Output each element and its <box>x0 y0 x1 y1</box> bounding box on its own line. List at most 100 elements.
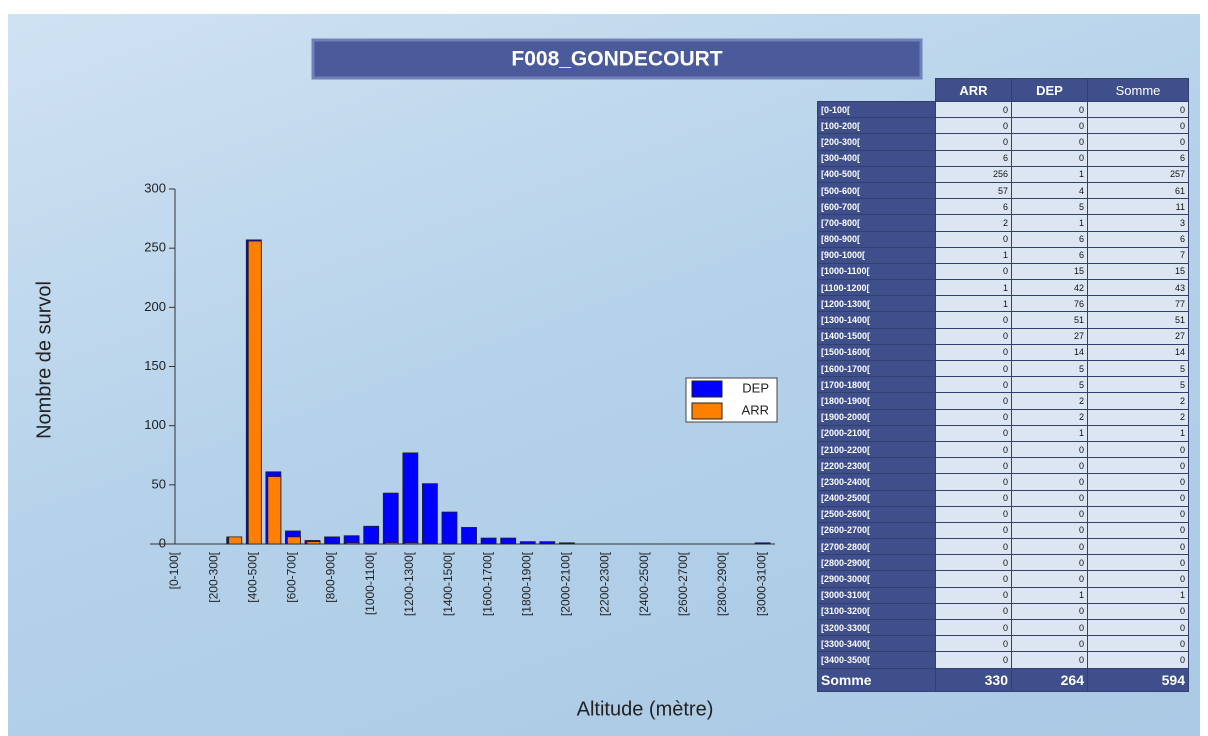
bar <box>404 542 419 545</box>
table-cell: [2200-2300[ <box>817 457 936 475</box>
table-cell: DEP <box>1011 78 1088 102</box>
table-cell: 0 <box>1011 149 1088 167</box>
table-cell: 0 <box>935 262 1012 281</box>
table-cell: 5 <box>1011 198 1088 216</box>
bar <box>382 492 399 545</box>
table-cell: [600-700[ <box>817 198 936 216</box>
bar <box>228 536 243 545</box>
table-row: [2800-2900[0 0 0 <box>817 554 1189 572</box>
table-cell: [1500-1600[ <box>817 343 936 362</box>
bar <box>247 240 262 545</box>
table-row: [500-600[57 4 61 <box>817 181 1189 200</box>
table-row: [1700-1800[0 5 5 <box>817 376 1189 394</box>
legend-label: DEP <box>742 380 769 395</box>
table-cell: 0 <box>1011 635 1088 653</box>
table-cell: 257 <box>1087 165 1189 183</box>
table-cell: [2500-2600[ <box>817 505 936 523</box>
x-tick-label: [2600-2700[ <box>676 551 690 616</box>
table-cell: [2000-2100[ <box>817 424 936 442</box>
table-cell: 0 <box>935 117 1012 135</box>
table-cell: [3300-3400[ <box>817 635 936 653</box>
table-cell: [2800-2900[ <box>817 554 936 572</box>
y-tick-label: 200 <box>144 299 166 314</box>
table-cell: 0 <box>935 635 1012 653</box>
x-axis-label: Altitude (mètre) <box>577 698 714 720</box>
table-cell: 0 <box>1087 521 1189 540</box>
table-cell: [3100-3200[ <box>817 602 936 621</box>
table-cell: 0 <box>935 392 1012 410</box>
bar <box>441 511 458 545</box>
table-cell: 0 <box>935 570 1012 588</box>
table-cell: [2400-2500[ <box>817 489 936 507</box>
table-row: [400-500[256 1 257 <box>817 165 1189 183</box>
table-cell: 0 <box>1011 473 1088 491</box>
chart-title: F008_GONDECOURT <box>511 48 722 71</box>
x-tick-label: [1000-1100[ <box>363 551 377 615</box>
table-cell: 0 <box>935 473 1012 491</box>
table-cell: 0 <box>935 538 1012 556</box>
y-tick-label: 100 <box>144 417 166 432</box>
table-cell: 0 <box>935 489 1012 507</box>
table-cell: 2 <box>1087 392 1189 410</box>
bar <box>754 542 771 545</box>
table-cell: [1900-2000[ <box>817 408 936 426</box>
table-cell: 0 <box>1011 618 1088 637</box>
legend-label: ARR <box>742 402 769 417</box>
title-box <box>311 38 923 80</box>
x-tick-label: [1400-1500[ <box>441 551 455 616</box>
table-cell: [1100-1200[ <box>817 279 936 297</box>
table-cell: 27 <box>1011 327 1088 345</box>
table-row: [1800-1900[0 2 2 <box>817 392 1189 410</box>
bar <box>384 542 399 545</box>
table-row: [800-900[0 6 6 <box>817 230 1189 248</box>
table-cell: 0 <box>1087 651 1189 669</box>
table-cell: 6 <box>1011 230 1088 248</box>
table-cell: 0 <box>1011 133 1088 151</box>
table-cell: 6 <box>1011 246 1088 264</box>
table-row: [200-300[0 0 0 <box>817 133 1189 151</box>
y-tick-label: 150 <box>144 358 166 373</box>
table-cell: 3 <box>1087 214 1189 232</box>
bar <box>345 542 360 545</box>
legend-swatch <box>691 402 723 420</box>
table-cell: 0 <box>1087 618 1189 637</box>
bar <box>500 537 517 545</box>
table-cell: 0 <box>1087 505 1189 523</box>
table-cell: Somme <box>817 667 936 692</box>
table-cell: [900-1000[ <box>817 246 936 264</box>
table-cell: 0 <box>1087 489 1189 507</box>
table-cell: [0-100[ <box>817 100 936 119</box>
table-cell: 5 <box>1087 376 1189 394</box>
table-cell: 0 <box>1011 651 1088 669</box>
table-cell: [1600-1700[ <box>817 359 936 378</box>
x-tick-label: [2400-2500[ <box>637 551 651 616</box>
table-cell: 0 <box>1087 133 1189 151</box>
table-cell: 15 <box>1011 262 1088 281</box>
table-row: [1900-2000[0 2 2 <box>817 408 1189 426</box>
table-cell: 51 <box>1087 311 1189 329</box>
table-cell: 0 <box>935 521 1012 540</box>
bar <box>519 541 536 545</box>
y-tick-label: 300 <box>144 180 166 195</box>
table-cell: 256 <box>935 165 1012 183</box>
table-cell: 57 <box>935 181 1012 200</box>
table-cell: [1700-1800[ <box>817 376 936 394</box>
data-table: ARR DEP Somme [0-100[0 0 0 [100-200[0 0 0 [200-30… <box>817 78 1189 692</box>
table-row: [1600-1700[0 5 5 <box>817 359 1189 378</box>
table-cell: 0 <box>1011 100 1088 119</box>
x-tick-label: [2200-2300[ <box>598 551 612 616</box>
table-row: [100-200[0 0 0 <box>817 117 1189 135</box>
table-cell: 1 <box>935 279 1012 297</box>
table-row: [3400-3500[0 0 0 <box>817 651 1189 669</box>
table-cell: [2700-2800[ <box>817 538 936 556</box>
table-cell: 0 <box>935 376 1012 394</box>
table-cell: 77 <box>1087 295 1189 313</box>
table-cell: 0 <box>1087 602 1189 621</box>
bar <box>402 452 419 545</box>
table-cell: [300-400[ <box>817 149 936 167</box>
table-cell: [2300-2400[ <box>817 473 936 491</box>
table-row: [1300-1400[0 51 51 <box>817 311 1189 329</box>
table-cell: 6 <box>1087 230 1189 248</box>
table-row: [2900-3000[0 0 0 <box>817 570 1189 588</box>
